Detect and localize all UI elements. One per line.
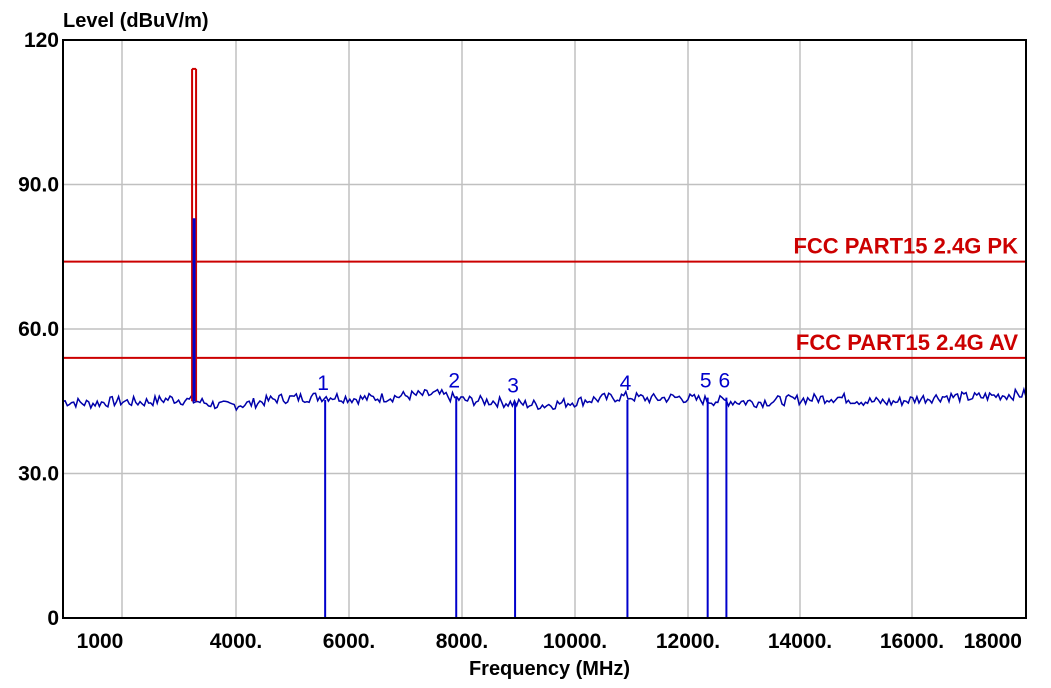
marker-label: 1 (317, 372, 329, 395)
marker-label: 4 (620, 372, 632, 395)
y-tick-label: 0 (47, 607, 59, 630)
x-tick-label: 18000 (964, 630, 1022, 653)
carrier-peak (191, 67, 198, 402)
marker-label: 5 (700, 370, 712, 393)
marker-label: 6 (719, 370, 731, 393)
y-tick-label: 90.0 (18, 174, 59, 197)
x-tick-label: 8000. (436, 630, 489, 653)
noise-floor-trace (62, 386, 1027, 412)
limit-line-label: FCC PART15 2.4G AV (796, 330, 1018, 355)
noise-floor-line (62, 386, 1027, 412)
x-tick-label: 6000. (323, 630, 376, 653)
limit-lines: FCC PART15 2.4G PK FCC PART15 2.4G AV (63, 234, 1026, 359)
marker-label: 3 (507, 374, 519, 397)
y-tick-label: 60.0 (18, 318, 59, 341)
x-axis-ticks: 1000 4000. 6000. 8000. 10000. 12000. 14000. 160… (77, 630, 1022, 653)
y-axis-ticks: 0 30.0 60.0 90.0 120 (18, 29, 59, 630)
y-axis-label: Level (dBuV/m) (63, 10, 209, 32)
marker-label: 2 (448, 370, 460, 393)
x-tick-label: 4000. (210, 630, 263, 653)
x-tick-label: 12000. (656, 630, 720, 653)
y-tick-label: 120 (24, 29, 59, 52)
gridlines (63, 40, 1026, 618)
x-axis-label: Frequency (MHz) (468, 658, 631, 680)
x-tick-label: 14000. (768, 630, 832, 653)
plot-frame (62, 39, 1027, 619)
limit-line-label: FCC PART15 2.4G PK (793, 234, 1018, 259)
x-tick-label: 16000. (880, 630, 944, 653)
y-tick-label: 30.0 (18, 463, 59, 486)
x-tick-label: 10000. (543, 630, 607, 653)
x-tick-label: 1000 (77, 630, 124, 653)
